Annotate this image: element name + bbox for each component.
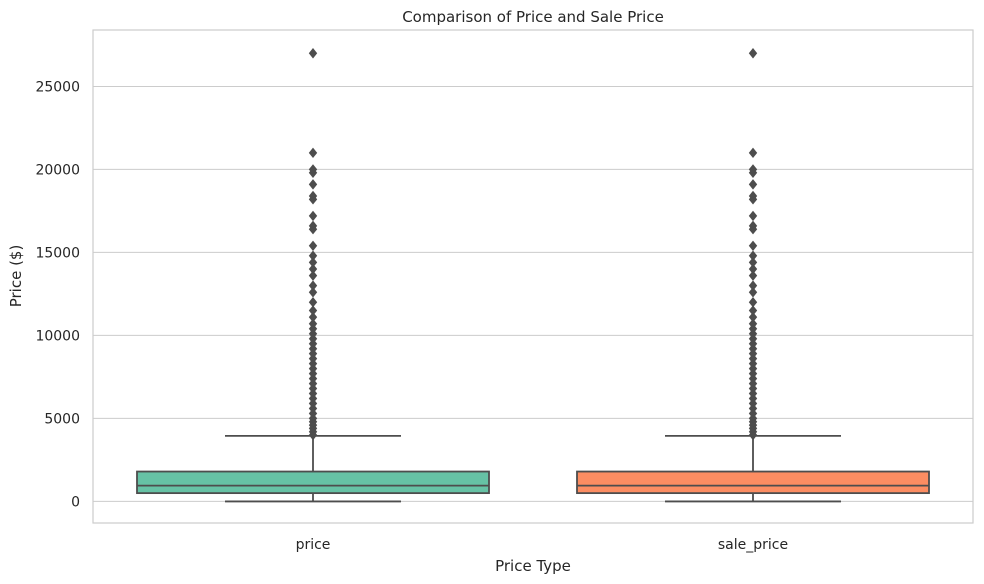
outlier-point bbox=[748, 179, 758, 190]
outlier-point bbox=[748, 240, 758, 251]
box-price bbox=[136, 48, 490, 503]
outlier-point bbox=[308, 220, 318, 232]
iqr-box bbox=[136, 470, 490, 495]
box-layer bbox=[136, 48, 930, 503]
outlier-point bbox=[308, 257, 318, 268]
outlier-point bbox=[308, 287, 318, 298]
outlier-point bbox=[748, 297, 758, 308]
outlier-point bbox=[748, 257, 758, 268]
box-sale_price bbox=[576, 48, 930, 503]
outlier-point bbox=[748, 48, 758, 59]
outlier-point bbox=[748, 210, 758, 222]
grid-layer bbox=[93, 85, 973, 502]
outlier-point bbox=[748, 318, 758, 330]
outlier-point bbox=[748, 164, 758, 175]
outlier-point bbox=[748, 263, 758, 275]
y-tick-label: 20000 bbox=[35, 162, 80, 178]
tick-layer: 0 5000 10000 15000 20000 25000 price sale_price bbox=[35, 79, 788, 553]
outlier-point bbox=[308, 190, 318, 202]
outlier-point bbox=[308, 297, 318, 308]
outlier-point bbox=[748, 147, 758, 159]
outlier-point bbox=[748, 250, 758, 261]
outlier-point bbox=[748, 280, 758, 291]
y-tick-label: 10000 bbox=[35, 328, 80, 344]
outlier-point bbox=[748, 287, 758, 298]
outlier-point bbox=[308, 147, 318, 159]
y-tick-label: 15000 bbox=[35, 245, 80, 261]
outlier-point bbox=[308, 48, 318, 59]
y-tick-label: 25000 bbox=[35, 79, 80, 95]
chart-title: Comparison of Price and Sale Price bbox=[402, 8, 664, 26]
y-axis-label: Price ($) bbox=[7, 245, 25, 308]
outlier-point bbox=[748, 190, 758, 202]
y-tick-label: 5000 bbox=[44, 411, 80, 427]
outlier-point bbox=[308, 318, 318, 330]
outlier-point bbox=[308, 305, 318, 316]
outlier-point bbox=[308, 280, 318, 291]
outlier-point bbox=[308, 263, 318, 275]
outlier-point bbox=[308, 179, 318, 190]
x-axis-label: Price Type bbox=[495, 557, 571, 575]
outlier-point bbox=[748, 311, 758, 323]
plot-frame bbox=[92, 29, 974, 524]
x-tick-label: price bbox=[296, 537, 331, 553]
y-tick-label: 0 bbox=[71, 494, 80, 510]
outlier-point bbox=[748, 220, 758, 232]
x-tick-label: sale_price bbox=[718, 537, 788, 553]
outlier-point bbox=[308, 250, 318, 261]
outlier-point bbox=[308, 311, 318, 323]
outlier-point bbox=[748, 270, 758, 281]
outlier-point bbox=[308, 210, 318, 222]
outlier-point bbox=[748, 305, 758, 316]
outlier-point bbox=[308, 270, 318, 281]
outlier-point bbox=[308, 164, 318, 175]
outlier-point bbox=[308, 240, 318, 251]
iqr-box bbox=[576, 470, 930, 495]
